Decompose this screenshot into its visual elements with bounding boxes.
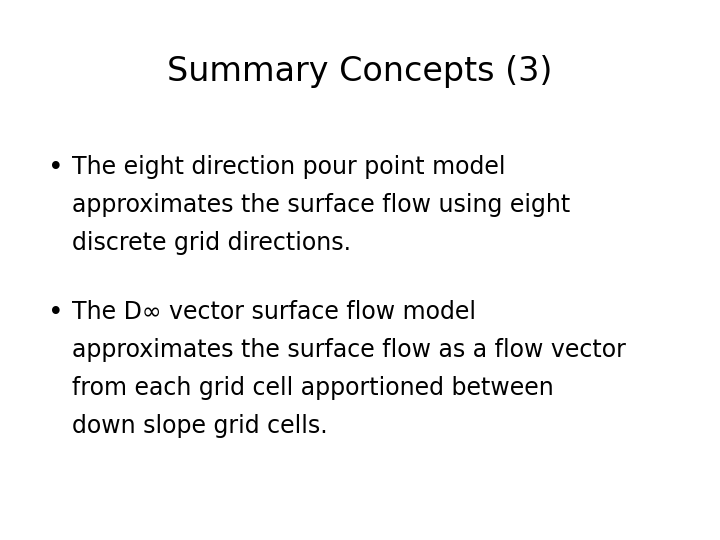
Text: down slope grid cells.: down slope grid cells. — [72, 414, 328, 438]
Text: approximates the surface flow as a flow vector: approximates the surface flow as a flow … — [72, 338, 626, 362]
Text: Summary Concepts (3): Summary Concepts (3) — [167, 55, 553, 88]
Text: •: • — [48, 300, 63, 326]
Text: •: • — [48, 155, 63, 181]
Text: discrete grid directions.: discrete grid directions. — [72, 231, 351, 255]
Text: approximates the surface flow using eight: approximates the surface flow using eigh… — [72, 193, 570, 217]
Text: from each grid cell apportioned between: from each grid cell apportioned between — [72, 376, 554, 400]
Text: The D∞ vector surface flow model: The D∞ vector surface flow model — [72, 300, 476, 324]
Text: The eight direction pour point model: The eight direction pour point model — [72, 155, 505, 179]
